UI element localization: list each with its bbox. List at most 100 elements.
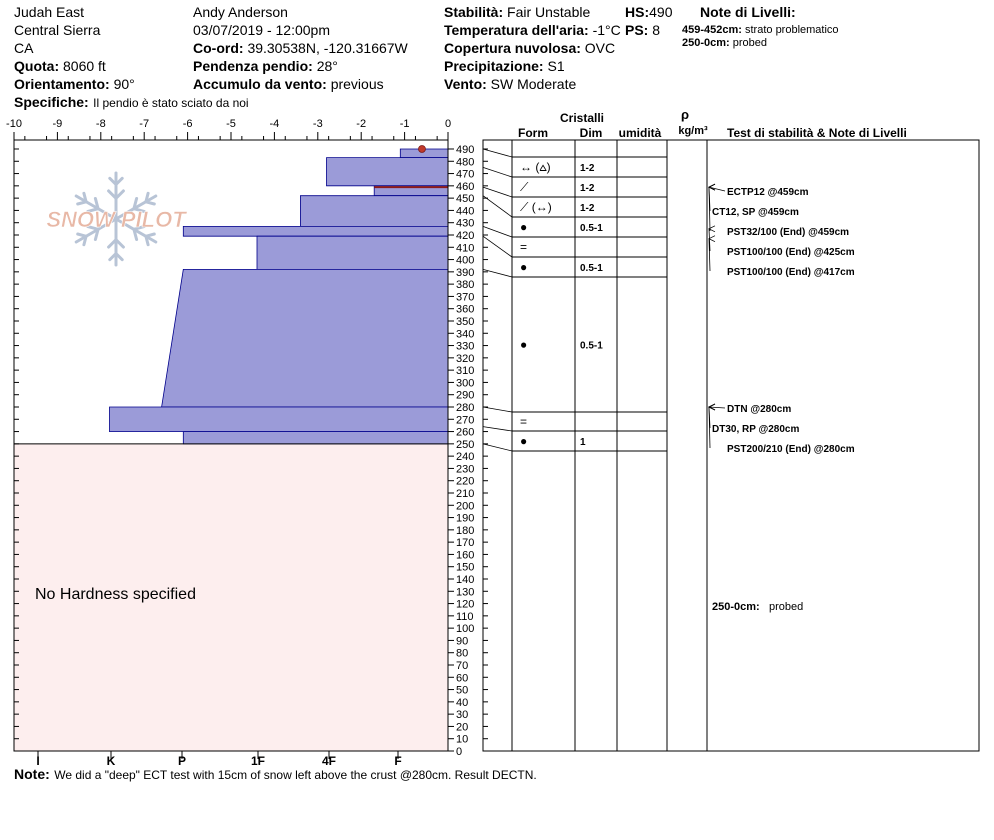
grain-form-symbol: ↔ (⩟)	[520, 160, 551, 174]
wind: Vento: SW Moderate	[444, 77, 576, 91]
depth-label: 230	[456, 463, 474, 475]
layer-note-label: 459-452cm:	[682, 24, 742, 36]
no-hardness-region	[14, 443, 448, 751]
depth-label: 380	[456, 279, 474, 291]
wind-load-label: Accumulo da vento:	[193, 76, 327, 92]
depth-label: 310	[456, 365, 474, 377]
flake-arm	[114, 194, 158, 221]
hs-label: HS:	[625, 4, 650, 20]
depth-label: 80	[456, 648, 468, 660]
grain-size: 1	[580, 437, 586, 448]
note-text: We did a "deep" ECT test with 15cm of sn…	[54, 768, 537, 782]
hardness-bar	[299, 195, 449, 227]
flake-arm	[114, 217, 158, 244]
hardness-tick-label: -3	[313, 118, 323, 130]
stability-label: Stabilità:	[444, 4, 504, 20]
test-arrow-line	[708, 186, 726, 192]
wind-label: Vento:	[444, 76, 487, 92]
depth-label: 290	[456, 390, 474, 402]
flake-branch	[107, 189, 118, 200]
flake-branch	[114, 238, 125, 249]
depth-label: 160	[456, 549, 474, 561]
depth-label: 470	[456, 169, 474, 181]
layer-note-text: strato problematico	[745, 24, 839, 36]
hardness-bar	[326, 157, 449, 187]
grain-size: 1-2	[580, 183, 595, 194]
specifics-label: Specifiche:	[14, 94, 89, 110]
stability-test-label: PST100/100 (End) @417cm	[727, 267, 855, 278]
air-temperature: Temperatura dell'aria: -1°C	[444, 23, 621, 37]
cloud-label: Copertura nuvolosa:	[444, 40, 581, 56]
depth-label: 100	[456, 623, 474, 635]
air-temp-label: Temperatura dell'aria:	[444, 22, 589, 38]
layer-connector	[482, 406, 513, 413]
flake-branch	[76, 200, 88, 206]
depth-ticks: 0102030405060708090100110120130140150160…	[14, 144, 488, 758]
probed-text: probed	[769, 601, 803, 613]
layer-connector	[482, 186, 513, 198]
form-header: Form	[518, 126, 548, 140]
slope-label: Pendenza pendio:	[193, 58, 313, 74]
layer-note-text: probed	[732, 37, 768, 49]
flake-branch	[132, 207, 146, 213]
depth-label: 460	[456, 181, 474, 193]
hardness-class-label: 1F	[251, 754, 265, 768]
test-arrow-head	[708, 235, 716, 243]
depth-label: 490	[456, 144, 474, 156]
depth-label: 350	[456, 316, 474, 328]
flake-branch	[144, 191, 150, 204]
layer-grid: ↔ (⩟) 1-2 ⟋ 1-2 ⟋ (↔) 1-2 ● 0.5-1 = ● 0.5-1 ● 0.5-1 =…	[482, 148, 667, 452]
aspect-label: Orientamento:	[14, 76, 110, 92]
depth-label: 210	[456, 488, 474, 500]
layers-frame	[482, 139, 980, 752]
markers	[418, 145, 426, 153]
crystals-title: Cristalli	[560, 111, 604, 125]
test-arrow-line	[708, 406, 711, 449]
snow-height: HS:490	[625, 5, 672, 19]
depth-label: 390	[456, 267, 474, 279]
flake-branch	[132, 227, 139, 241]
hardness-tick-label: -4	[270, 118, 280, 130]
grain-form-symbol: ●	[520, 338, 527, 352]
depth-label: 170	[456, 537, 474, 549]
depth-label: 280	[456, 402, 474, 414]
flake-branch	[114, 189, 125, 200]
grain-form-symbol: ●	[520, 260, 527, 274]
frames	[13, 139, 980, 752]
hardness-class-label: 4F	[322, 754, 336, 768]
stability-test-label: PST200/210 (End) @280cm	[727, 444, 855, 455]
flake-branch	[93, 197, 100, 211]
flake-branch	[114, 252, 124, 262]
penetration: PS: 8	[625, 23, 661, 37]
grain-form-symbol: ●	[520, 434, 527, 448]
test-arrow-head	[708, 183, 716, 191]
location-state: CA	[14, 40, 34, 56]
grain-form-symbol: =	[520, 240, 527, 254]
hardness-tick-label: -1	[400, 118, 410, 130]
coord-value: 39.30538N, -120.31667W	[247, 40, 408, 56]
footer-note: Note: We did a "deep" ECT test with 15cm…	[14, 767, 537, 783]
hardness-bar	[182, 431, 449, 445]
probed-label: 250-0cm:	[712, 601, 760, 613]
observer: Andy Anderson	[193, 4, 288, 20]
probed-note: 250-0cm: probed	[712, 601, 803, 613]
hardness-bars	[14, 148, 449, 751]
depth-label: 420	[456, 230, 474, 242]
flake-branch	[86, 225, 100, 231]
rho-header: ρ	[681, 107, 689, 122]
elevation-label: Quota:	[14, 58, 60, 74]
layer-connector	[482, 195, 513, 218]
dim-header: Dim	[580, 126, 603, 140]
depth-label: 110	[456, 611, 474, 623]
hardness-bar	[109, 406, 449, 433]
tests-header: Test di stabilità & Note di Livelli	[727, 126, 907, 140]
depth-label: 70	[456, 660, 468, 672]
depth-label: 180	[456, 525, 474, 537]
flake-branch	[144, 232, 156, 238]
density-unit-header: kg/m³	[678, 125, 708, 137]
depth-label: 370	[456, 291, 474, 303]
depth-label: 220	[456, 476, 474, 488]
layer-notes-title: Note di Livelli:	[700, 4, 796, 20]
coordinates: Co-ord: 39.30538N, -120.31667W	[193, 41, 408, 55]
